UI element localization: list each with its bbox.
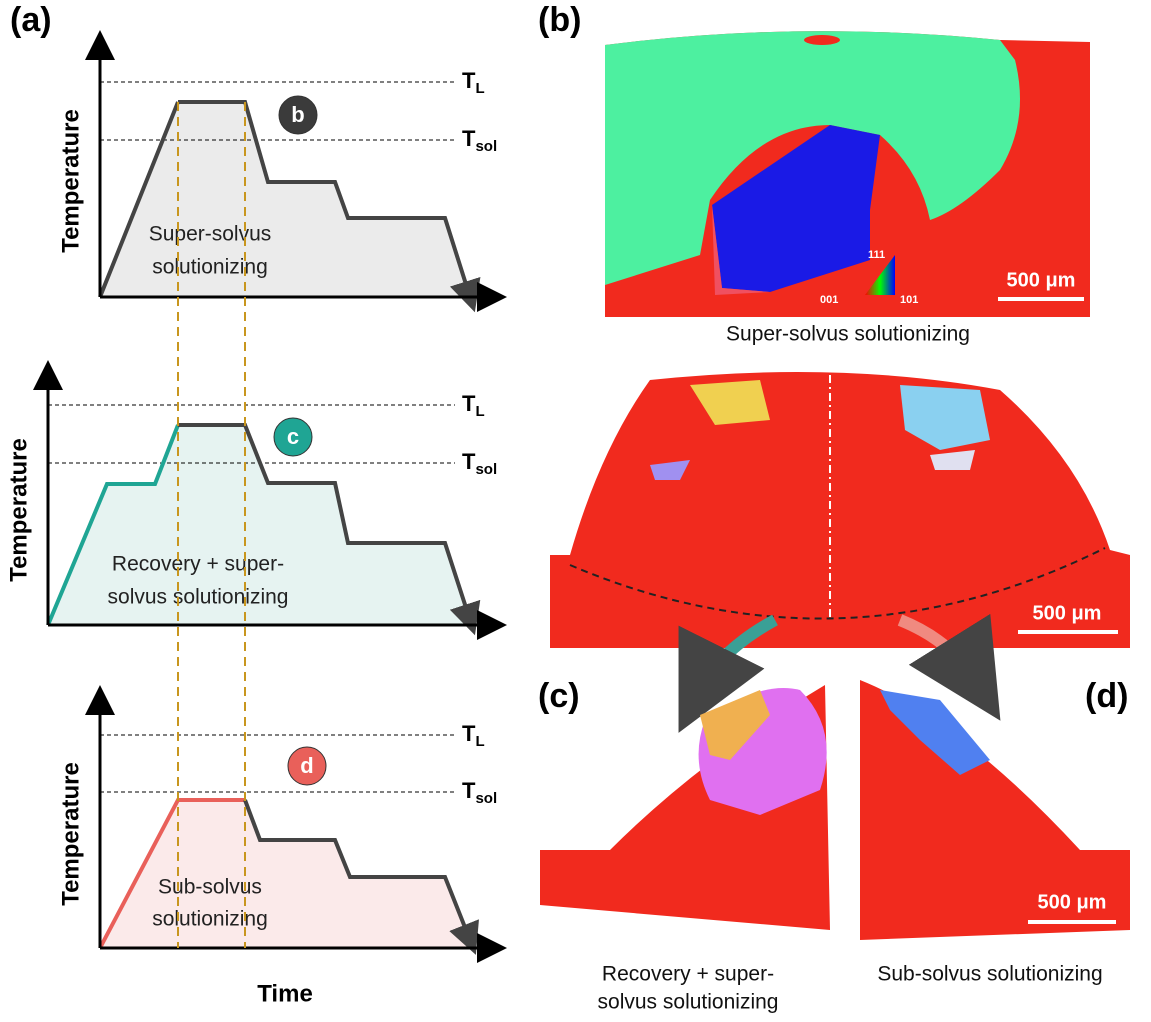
profile-label: Recovery + super- [112, 553, 284, 576]
level-label: Tsol [462, 449, 497, 478]
badge-label: d [300, 753, 313, 778]
caption: solvus solutionizing [598, 991, 779, 1014]
scale-label: 500 μm [1033, 602, 1102, 624]
profile-label: Super-solvus [149, 223, 272, 246]
figure: (a) (b) (c) (d) Temperature TL Tsol b Super-… [0, 0, 1151, 1017]
badge-label: c [287, 424, 299, 449]
y-label: Temperature [57, 762, 84, 906]
profile-label: solutionizing [152, 908, 268, 931]
y-label: Temperature [5, 438, 32, 582]
caption: Super-solvus solutionizing [726, 323, 970, 346]
level-label: Tsol [462, 126, 497, 155]
level-label: TL [462, 391, 485, 420]
level-label: Tsol [462, 778, 497, 807]
profile-label: Sub-solvus [158, 876, 262, 899]
panel-label: (d) [1085, 677, 1128, 715]
badge-label: b [291, 102, 304, 127]
panel-label: (a) [10, 1, 52, 39]
caption: Sub-solvus solutionizing [877, 963, 1102, 986]
ipf-label: 001 [820, 294, 838, 306]
ipf-label: 111 [868, 249, 885, 261]
profile-label: solvus solutionizing [108, 586, 289, 609]
profile-label: solutionizing [152, 256, 268, 279]
panel-label: (b) [538, 1, 581, 39]
scale-label: 500 μm [1007, 269, 1076, 291]
y-label: Temperature [57, 109, 84, 253]
level-label: TL [462, 68, 485, 97]
level-label: TL [462, 721, 485, 750]
ipf-label: 101 [900, 294, 918, 306]
scale-label: 500 μm [1038, 891, 1107, 913]
caption: Recovery + super- [602, 963, 774, 986]
x-label: Time [257, 980, 313, 1007]
panel-label: (c) [538, 677, 580, 715]
